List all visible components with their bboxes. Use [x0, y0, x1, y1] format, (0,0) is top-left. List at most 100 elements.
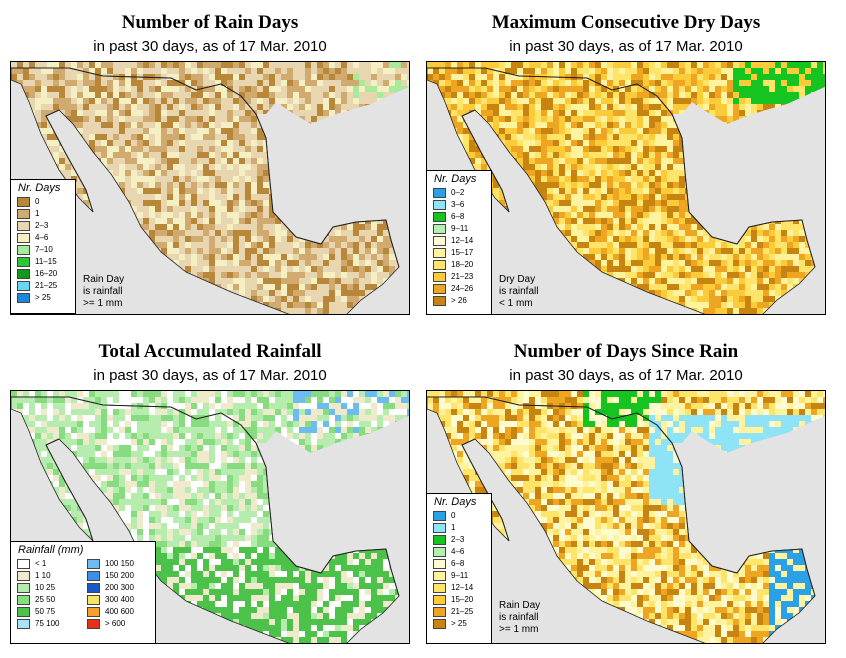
legend-label: 3–6: [451, 200, 465, 209]
legend-swatch: [433, 559, 446, 569]
legend-swatch: [87, 595, 100, 605]
panel-title: Number of Days Since Rain: [513, 341, 739, 362]
legend-swatch: [87, 619, 100, 629]
legend-swatch: [87, 583, 100, 593]
legend-title: Nr. Days: [434, 496, 477, 508]
dry-day-definition-note: Dry Day is rainfall < 1 mm: [499, 274, 538, 310]
legend-label: 2–3: [451, 535, 465, 544]
legend-label: 9–11: [451, 571, 469, 580]
legend-swatch: [433, 511, 446, 521]
legend-label: 2–3: [35, 221, 49, 230]
legend-label: 15–17: [451, 248, 474, 257]
legend-label: 24–26: [451, 284, 474, 293]
panel-title: Number of Rain Days: [121, 12, 299, 33]
legend-title: Rainfall (mm): [18, 544, 84, 556]
note-line: is rainfall: [83, 286, 123, 297]
legend-label: 16–20: [35, 269, 58, 278]
mexico-outline: [427, 67, 816, 314]
legend-label: < 1: [35, 559, 47, 568]
legend-swatch: [433, 619, 446, 629]
rain-day-definition-note: Rain Day is rainfall >= 1 mm: [499, 600, 540, 636]
legend-label: 50 75: [35, 607, 56, 616]
legend-swatch: [17, 269, 30, 279]
legend-swatch: [433, 595, 446, 605]
legend-swatch: [433, 296, 446, 306]
legend-label: > 25: [451, 619, 467, 628]
legend-swatch: [433, 248, 446, 258]
panel-title: Total Accumulated Rainfall: [98, 341, 322, 362]
legend-swatch: [17, 571, 30, 581]
legend-label: 200 300: [105, 583, 134, 592]
dry-days-legend: Nr. Days 0–2 3–6 6–8 9–11 12–14 15–17 18–20 21–…: [426, 170, 492, 315]
legend-label: 15–20: [451, 595, 474, 604]
note-line: is rainfall: [499, 612, 539, 623]
legend-label: > 25: [35, 293, 51, 302]
legend-swatch: [433, 272, 446, 282]
panel-subtitle: in past 30 days, as of 17 Mar. 2010: [93, 367, 327, 384]
legend-swatch: [433, 547, 446, 557]
legend-swatch: [87, 559, 100, 569]
legend-swatch: [17, 281, 30, 291]
total-rainfall-legend: Rainfall (mm) < 1 1 10 10 25 25 50 50 75 75 1…: [10, 541, 156, 644]
legend-swatch: [17, 209, 30, 219]
legend-swatch: [17, 559, 30, 569]
legend-label: 0: [451, 511, 456, 520]
panel-dry-days: Maximum Consecutive Dry Days in past 30 …: [416, 0, 836, 325]
map-graphic: [427, 391, 825, 643]
legend-label: 18–20: [451, 260, 474, 269]
legend-swatch: [17, 619, 30, 629]
legend-swatch: [433, 212, 446, 222]
legend-label: 1: [35, 209, 40, 218]
legend-swatch: [433, 583, 446, 593]
legend-label: 21–25: [35, 281, 58, 290]
legend-label: 0: [35, 197, 40, 206]
note-line: >= 1 mm: [499, 624, 539, 635]
legend-label: 21–25: [451, 607, 474, 616]
legend-label: 100 150: [105, 559, 134, 568]
legend-swatch: [433, 284, 446, 294]
legend-label: 1 10: [35, 571, 51, 580]
legend-title: Nr. Days: [18, 182, 61, 194]
mexico-outline: [427, 396, 816, 643]
legend-swatch: [433, 571, 446, 581]
panel-subtitle: in past 30 days, as of 17 Mar. 2010: [93, 38, 327, 55]
legend-swatch: [17, 257, 30, 267]
legend-label: 4–6: [451, 547, 465, 556]
legend-label: 6–8: [451, 212, 465, 221]
panel-subtitle: in past 30 days, as of 17 Mar. 2010: [509, 367, 743, 384]
legend-swatch: [433, 188, 446, 198]
note-line: >= 1 mm: [83, 298, 123, 309]
legend-swatch: [87, 607, 100, 617]
rain-days-legend: Nr. Days 0 1 2–3 4–6 7–10 11–15 16–20 21–25 > 25: [10, 179, 76, 314]
legend-swatch: [17, 221, 30, 231]
note-line: Rain Day: [499, 600, 541, 611]
note-line: Rain Day: [83, 274, 125, 285]
legend-label: 25 50: [35, 595, 56, 604]
legend-label: 1: [451, 523, 456, 532]
panel-total-rainfall: Total Accumulated Rainfall in past 30 da…: [0, 329, 420, 654]
legend-swatch: [433, 523, 446, 533]
legend-swatch: [17, 583, 30, 593]
legend-swatch: [433, 607, 446, 617]
mexico-outline: [11, 396, 400, 643]
legend-swatch: [433, 236, 446, 246]
legend-label: > 600: [105, 619, 126, 628]
legend-label: 12–14: [451, 236, 474, 245]
legend-label: 4–6: [35, 233, 49, 242]
legend-label: 300 400: [105, 595, 134, 604]
rain-day-definition-note: Rain Day is rainfall >= 1 mm: [83, 274, 124, 310]
mexico-outline: [11, 67, 400, 314]
legend-label: 9–11: [451, 224, 469, 233]
panel-title: Maximum Consecutive Dry Days: [491, 12, 761, 33]
legend-swatch: [433, 224, 446, 234]
panel-days-since-rain: Number of Days Since Rain in past 30 day…: [416, 329, 836, 654]
days-since-rain-map: [426, 390, 826, 644]
note-line: Dry Day: [499, 274, 536, 285]
legend-swatch: [17, 245, 30, 255]
legend-swatch: [433, 200, 446, 210]
legend-title: Nr. Days: [434, 173, 477, 185]
note-line: is rainfall: [499, 286, 539, 297]
legend-swatch: [433, 535, 446, 545]
legend-label: 150 200: [105, 571, 134, 580]
legend-swatch: [433, 260, 446, 270]
